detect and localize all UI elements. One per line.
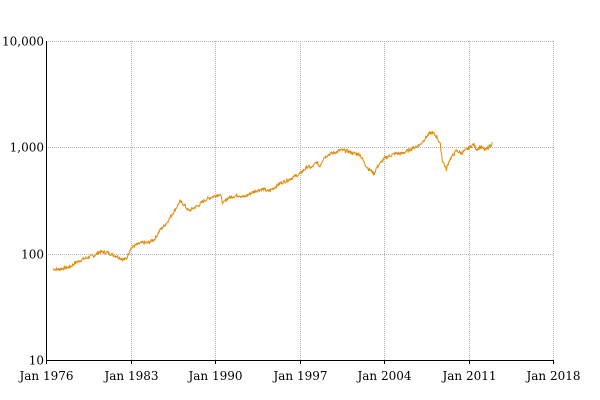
x-tick-label: Jan 2011 — [440, 369, 496, 383]
x-tick-label: Jan 1990 — [186, 369, 242, 383]
y-tick-label: 100 — [21, 248, 44, 262]
series-line — [52, 131, 493, 272]
x-tick-label: Jan 1976 — [17, 369, 73, 383]
x-tick-label: Jan 2004 — [355, 369, 411, 383]
y-tick-label: 1,000 — [10, 141, 44, 155]
grid — [46, 41, 554, 360]
tick-labels: 10 100 1,000 10,000 Jan 1976 Jan 1983 Jan 1990… — [2, 35, 581, 384]
x-tick-label: Jan 1997 — [271, 369, 327, 383]
axes — [46, 41, 554, 364]
series-layer — [52, 131, 493, 272]
x-tick-label: Jan 1983 — [102, 369, 158, 383]
y-tick-label: 10 — [29, 354, 44, 368]
x-tick-label: Jan 2018 — [524, 369, 580, 383]
y-tick-label: 10,000 — [2, 35, 44, 49]
